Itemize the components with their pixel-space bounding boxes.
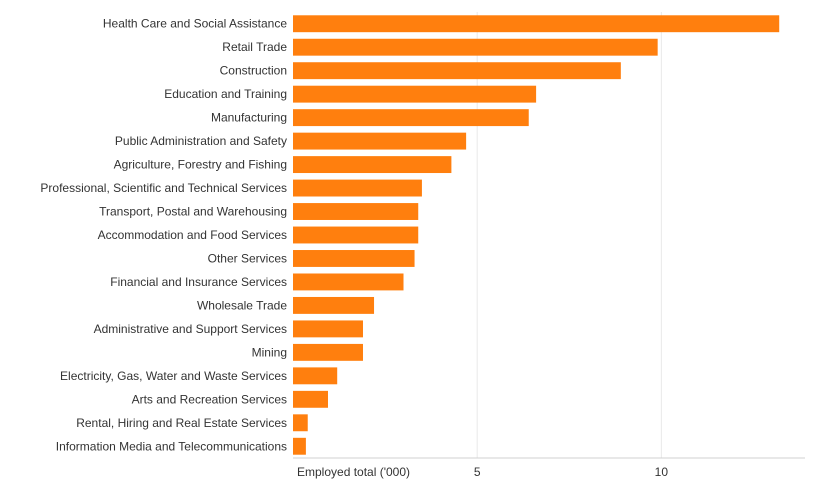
x-tick-label: 5 <box>474 465 481 479</box>
category-label: Retail Trade <box>222 40 287 54</box>
bar[interactable] <box>293 367 338 385</box>
bar[interactable] <box>293 85 537 103</box>
bar[interactable] <box>293 273 404 291</box>
bar[interactable] <box>293 179 422 197</box>
bar[interactable] <box>293 156 452 174</box>
category-label: Public Administration and Safety <box>115 134 287 148</box>
category-label: Education and Training <box>164 87 287 101</box>
category-label: Agriculture, Forestry and Fishing <box>114 158 287 172</box>
bar[interactable] <box>293 203 419 220</box>
category-label: Rental, Hiring and Real Estate Services <box>76 416 287 430</box>
category-label: Manufacturing <box>211 111 287 125</box>
category-label: Accommodation and Food Services <box>98 228 287 242</box>
category-label: Electricity, Gas, Water and Waste Servic… <box>60 369 287 383</box>
category-label: Administrative and Support Services <box>94 322 287 336</box>
bar[interactable] <box>293 250 415 267</box>
x-axis-title: Employed total ('000) <box>297 465 410 479</box>
category-label: Wholesale Trade <box>197 298 287 312</box>
bar[interactable] <box>293 109 529 127</box>
bar[interactable] <box>293 343 363 361</box>
category-labels: Health Care and Social Assistance Retail … <box>40 17 287 454</box>
bar[interactable] <box>293 414 308 432</box>
bar[interactable] <box>293 437 306 455</box>
bar[interactable] <box>293 296 375 314</box>
category-label: Other Services <box>208 251 287 265</box>
category-label: Information Media and Telecommunications <box>56 439 287 453</box>
bars <box>293 15 780 455</box>
x-tick-label: 10 <box>655 465 669 479</box>
bar[interactable] <box>293 320 363 338</box>
category-label: Health Care and Social Assistance <box>103 17 287 31</box>
bar[interactable] <box>293 390 328 408</box>
category-label: Construction <box>220 64 287 78</box>
bar[interactable] <box>293 226 419 244</box>
category-label: Professional, Scientific and Technical S… <box>40 181 287 195</box>
category-label: Financial and Insurance Services <box>110 275 287 289</box>
category-label: Transport, Postal and Warehousing <box>99 205 287 219</box>
category-label: Arts and Recreation Services <box>132 392 287 406</box>
bar[interactable] <box>293 15 780 33</box>
bar[interactable] <box>293 132 467 150</box>
x-axis: 5 10 Employed total ('000) <box>293 457 805 479</box>
bar[interactable] <box>293 62 621 80</box>
bar[interactable] <box>293 38 658 56</box>
category-label: Mining <box>252 345 287 359</box>
